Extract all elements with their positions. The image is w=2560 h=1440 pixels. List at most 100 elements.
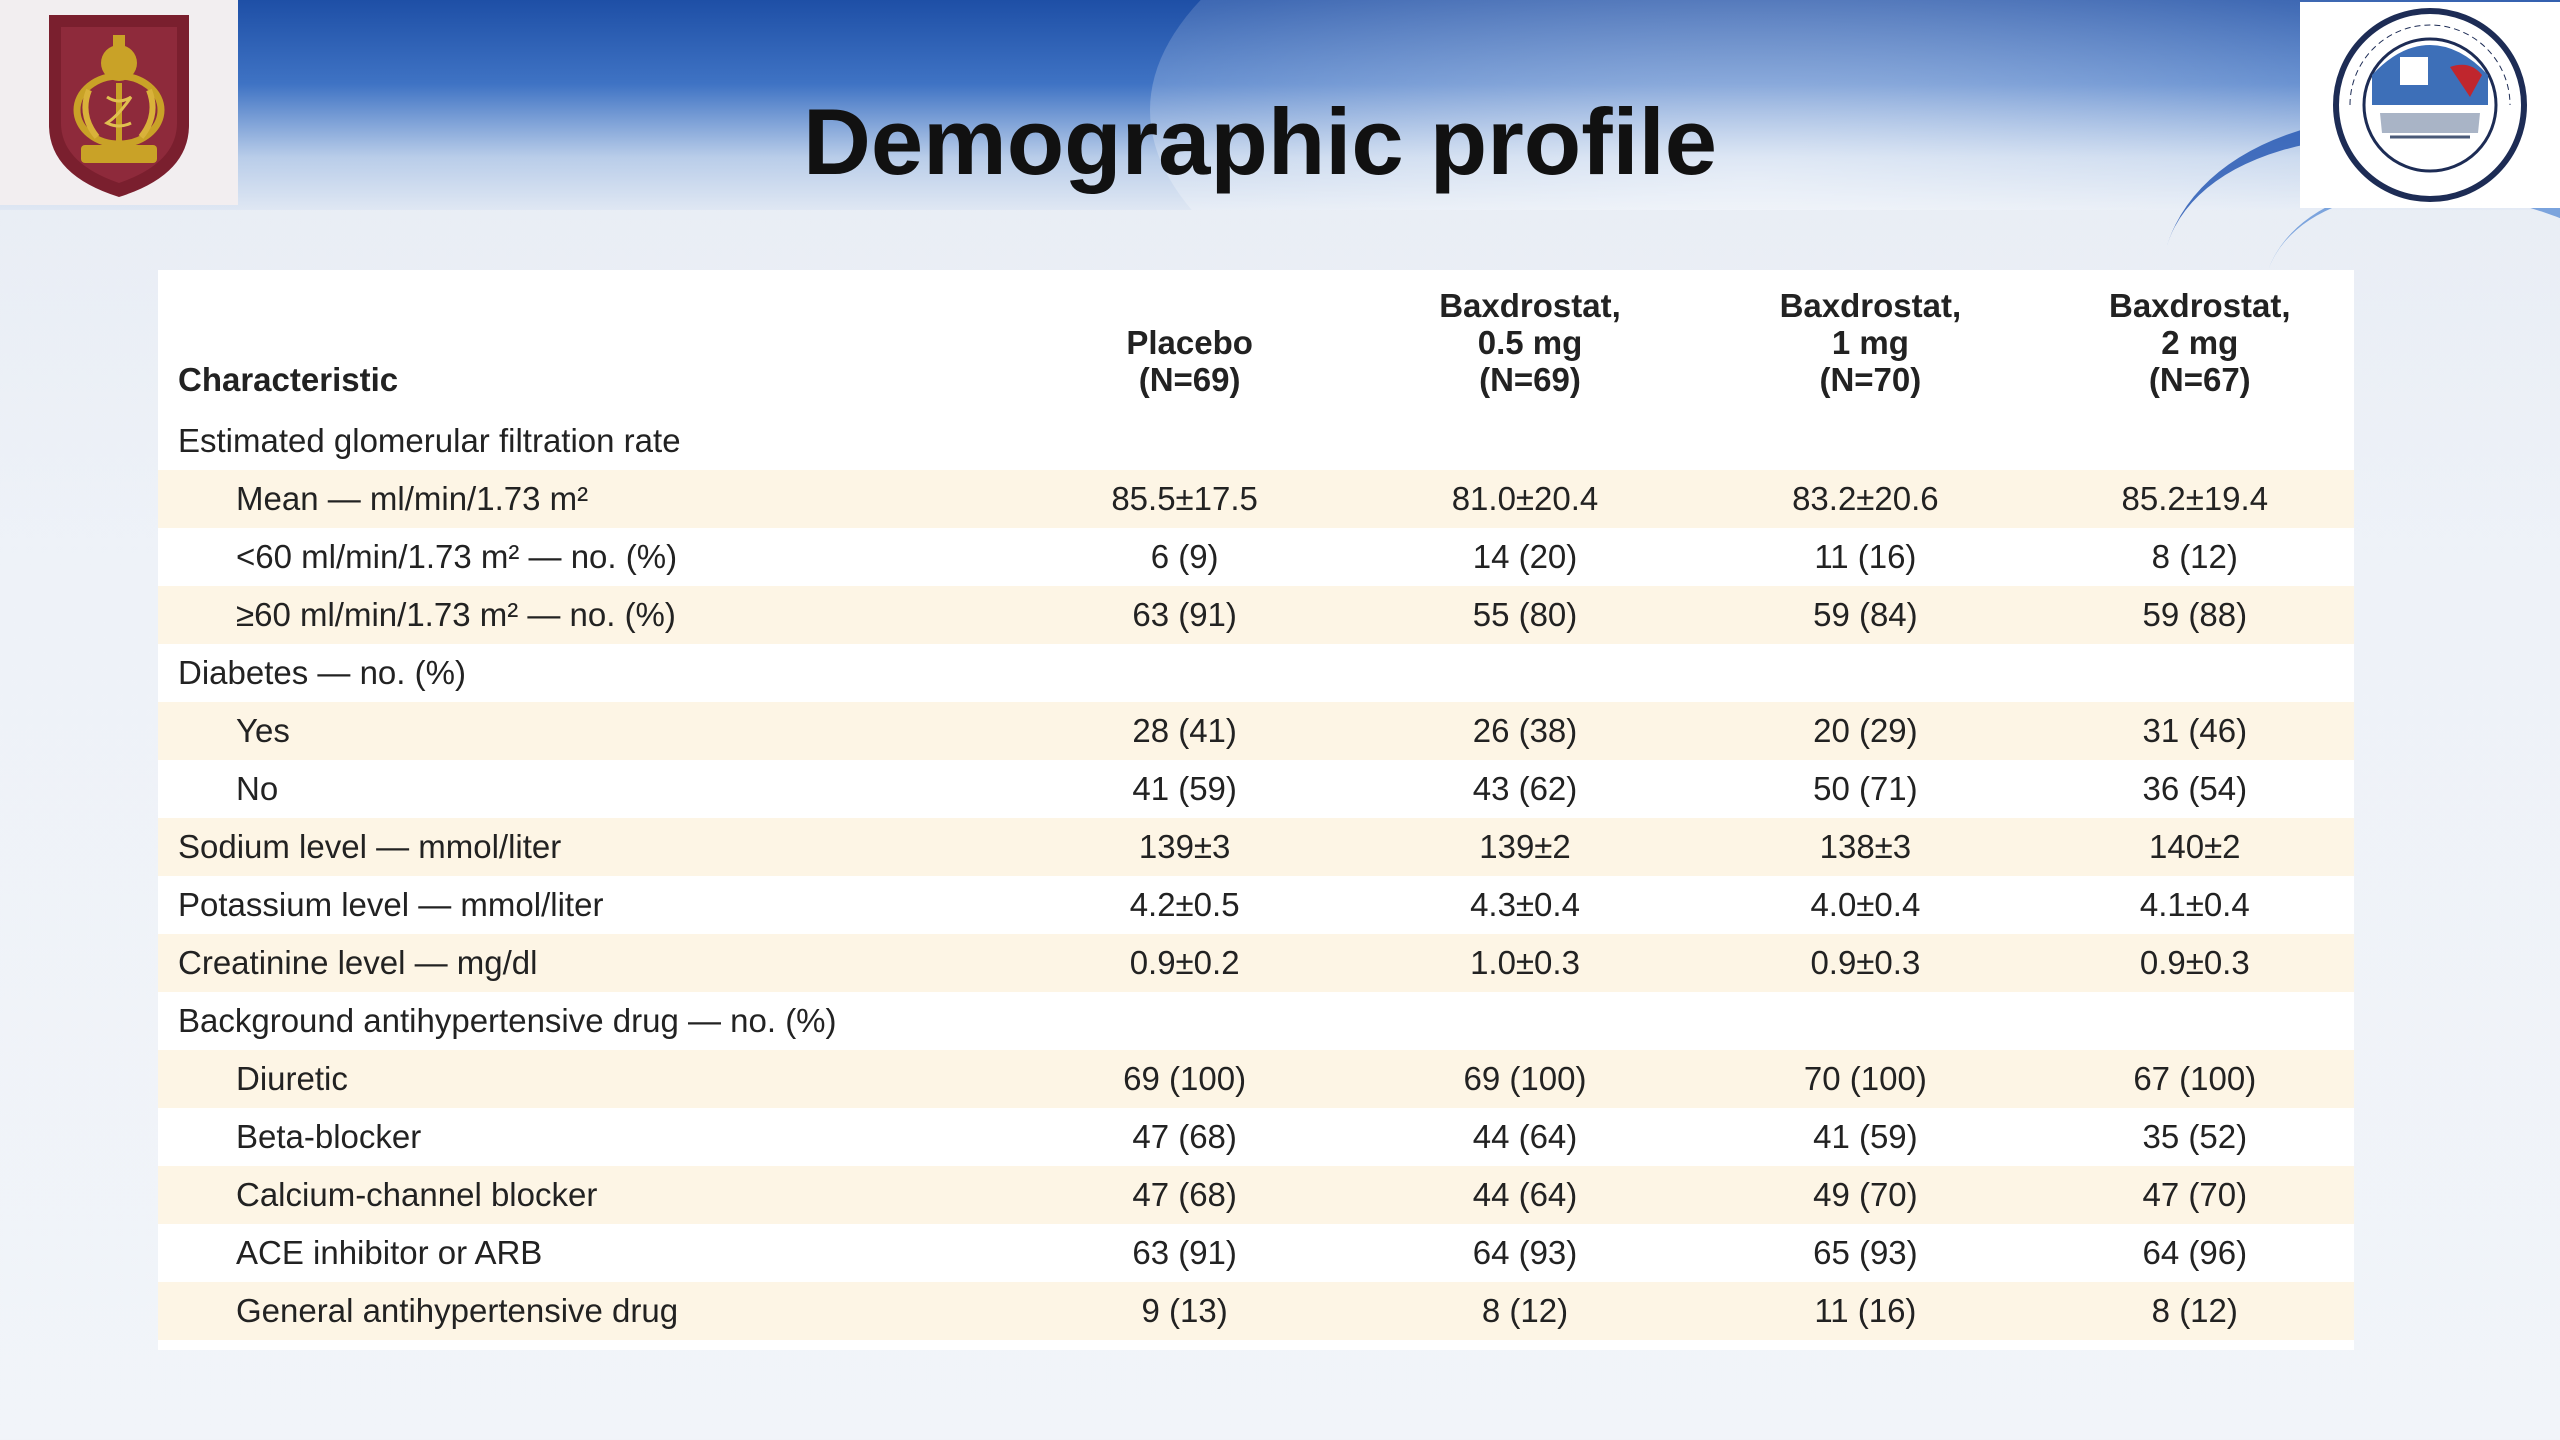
cell-value: 11 (16) [1814, 538, 1917, 575]
cell-value: 20 (29) [1695, 702, 2036, 760]
cell-value: 8 (12) [2035, 1282, 2354, 1340]
cell-value: 63 (91) [1132, 1234, 1237, 1271]
cell-value: 138±3 [1695, 818, 2036, 876]
cell-value: 55 (80) [1354, 586, 1696, 644]
column-header-line: (N=70) [1819, 361, 1922, 398]
row-label: Calcium-channel blocker [158, 1166, 1015, 1224]
table-row: Background antihypertensive drug — no. (… [158, 992, 2354, 1050]
cell-value: 59 (88) [2035, 586, 2354, 644]
cell-value: 26 (38) [1354, 702, 1696, 760]
column-header-2: Baxdrostat, 0.5 mg (N=69) [1354, 270, 1696, 412]
table-row: Diuretic 69 (100) 69 (100) 70 (100) 67 (100) [158, 1050, 2354, 1108]
demographic-table: Characteristic Placebo (N=69) Baxdrostat, 0.… [158, 270, 2354, 1340]
table-row: General antihypertensive drug 9 (13) 8 (12… [158, 1282, 2354, 1340]
cell-value [1355, 644, 1695, 702]
table-row: No 41 (59) 43 (62) 50 (71) 36 (54) [158, 760, 2354, 818]
cell-value: 65 (93) [1813, 1234, 1918, 1271]
cell-value: 64 (96) [2142, 1234, 2248, 1271]
table-row: Creatinine level — mg/dl 0.9±0.2 1.0±0.3 0.… [158, 934, 2354, 992]
cell-value: 1.0±0.3 [1354, 934, 1696, 992]
row-label: ACE inhibitor or ARB [236, 1234, 543, 1271]
cell-value: 47 (68) [1014, 1166, 1355, 1224]
cell-value: 0.9±0.3 [1695, 934, 2036, 992]
column-header-line: 1 mg [1831, 324, 1909, 361]
cell-value: 8 (12) [2151, 538, 2238, 575]
table-row: Yes 28 (41) 26 (38) 20 (29) 31 (46) [158, 702, 2354, 760]
cell-value: 83.2±20.6 [1695, 470, 2036, 528]
cell-value [1355, 410, 1695, 470]
cell-value: 36 (54) [2142, 770, 2248, 807]
column-header-1: Placebo (N=69) [1014, 270, 1355, 412]
row-label: Background antihypertensive drug — no. (… [178, 1002, 837, 1039]
cell-value: 47 (70) [2035, 1166, 2354, 1224]
cell-value: 44 (64) [1472, 1118, 1578, 1155]
cell-value: 50 (71) [1813, 770, 1918, 807]
row-label: Diabetes — no. (%) [178, 654, 466, 691]
cell-value: 139±3 [1014, 818, 1355, 876]
cell-value: 4.1±0.4 [2139, 886, 2250, 923]
table-row: Beta-blocker 47 (68) 44 (64) 41 (59) 35 (52) [158, 1108, 2354, 1166]
row-label: Mean — ml/min/1.73 m² [158, 470, 1015, 528]
column-header-line: 0.5 mg [1477, 324, 1583, 361]
table-row: Sodium level — mmol/liter 139±3 139±2 138±3… [158, 818, 2354, 876]
crest-icon [49, 15, 189, 197]
cell-value: 64 (93) [1472, 1234, 1578, 1271]
table-row: Mean — ml/min/1.73 m² 85.5±17.5 81.0±20.4 8… [158, 470, 2354, 528]
cell-value: 0.9±0.3 [2035, 934, 2354, 992]
column-header-line: (N=67) [2148, 361, 2251, 398]
column-header-characteristic: Characteristic [158, 270, 1015, 412]
column-header-line: Characteristic [178, 361, 399, 398]
cell-value: 41 (59) [1132, 770, 1237, 807]
cell-value: 59 (84) [1695, 586, 2036, 644]
cell-value: 35 (52) [2142, 1118, 2248, 1155]
row-label: Beta-blocker [236, 1118, 422, 1155]
cell-value: 4.2±0.5 [1129, 886, 1240, 923]
table-row: <60 ml/min/1.73 m² — no. (%) 6 (9) 14 (20)… [158, 528, 2354, 586]
department-of-internal-medicine-seal-logo [2300, 2, 2560, 208]
cell-value: 4.3±0.4 [1470, 886, 1580, 923]
column-header-line: (N=69) [1479, 361, 1581, 398]
cell-value: 8 (12) [1354, 1282, 1696, 1340]
cell-value: 31 (46) [2035, 702, 2354, 760]
cell-value: 44 (64) [1354, 1166, 1696, 1224]
cell-value [1695, 992, 2035, 1050]
page-title: Demographic profile [802, 89, 1718, 194]
table-header-row: Characteristic Placebo (N=69) Baxdrostat, 0.… [158, 270, 2354, 412]
table-row: Diabetes — no. (%) [158, 644, 2354, 702]
table-row: Estimated glomerular filtration rate [158, 410, 2354, 470]
cell-value: 6 (9) [1150, 538, 1219, 575]
row-label: Sodium level — mmol/liter [158, 818, 1015, 876]
cell-value: 63 (91) [1014, 586, 1355, 644]
column-header-line: Baxdrostat, [2109, 287, 2291, 324]
row-label: Creatinine level — mg/dl [158, 934, 1015, 992]
cell-value: 81.0±20.4 [1354, 470, 1696, 528]
cell-value [2036, 410, 2354, 470]
cell-value [1014, 992, 1354, 1050]
army-medical-crest-logo [0, 0, 238, 205]
table-body: Estimated glomerular filtration rate Mean… [158, 410, 2354, 1340]
row-label: General antihypertensive drug [158, 1282, 1015, 1340]
seal-icon [2333, 8, 2527, 202]
column-header-line: (N=69) [1138, 361, 1241, 398]
cell-value: 49 (70) [1695, 1166, 2036, 1224]
demographic-table-card: Characteristic Placebo (N=69) Baxdrostat, 0.… [158, 270, 2354, 1350]
cell-value [1014, 644, 1354, 702]
cell-value [2036, 992, 2354, 1050]
table-row: Potassium level — mmol/liter 4.2±0.5 4.3±0… [158, 876, 2354, 934]
row-label: No [236, 770, 279, 807]
cell-value: 69 (100) [1014, 1050, 1355, 1108]
cell-value: 43 (62) [1472, 770, 1578, 807]
cell-value: 67 (100) [2035, 1050, 2354, 1108]
cell-value: 47 (68) [1132, 1118, 1237, 1155]
column-header-line: Baxdrostat, [1439, 287, 1621, 324]
row-label: <60 ml/min/1.73 m² — no. (%) [236, 538, 678, 575]
cell-value: 4.0±0.4 [1810, 886, 1921, 923]
cell-value: 69 (100) [1354, 1050, 1696, 1108]
cell-value [1355, 992, 1695, 1050]
row-label: Yes [158, 702, 1015, 760]
cell-value [1695, 644, 2035, 702]
column-header-line: Baxdrostat, [1779, 287, 1962, 324]
cell-value: 28 (41) [1014, 702, 1355, 760]
table-row: Calcium-channel blocker 47 (68) 44 (64) 49 … [158, 1166, 2354, 1224]
row-label: Potassium level — mmol/liter [178, 886, 604, 923]
